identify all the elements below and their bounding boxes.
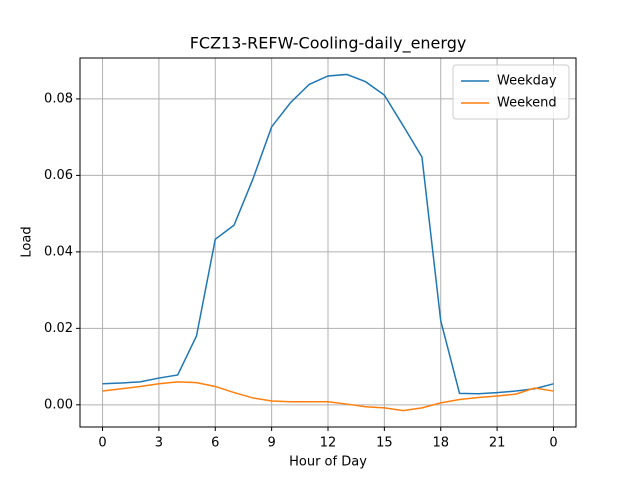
x-tick-label: 21: [489, 436, 506, 451]
line-series: [102, 73, 554, 395]
y-tick-label: 0.00: [44, 397, 73, 412]
plot-frame: [79, 57, 577, 428]
x-tick-label: 3: [155, 436, 163, 451]
x-tick-label: 12: [320, 436, 337, 451]
legend-box: [452, 64, 570, 120]
x-tick-label: 0: [549, 436, 557, 451]
y-tick-label: 0.04: [44, 244, 73, 259]
x-tick-label: 6: [211, 436, 219, 451]
y-tick-label: 0.08: [44, 91, 73, 106]
y-tick-label: 0.06: [44, 168, 73, 183]
line-series: [102, 381, 554, 412]
legend-label: Weekend: [497, 96, 557, 111]
x-tick-label: 18: [432, 436, 449, 451]
x-axis-label: Hour of Day: [289, 455, 367, 470]
chart-title: FCZ13-REFW-Cooling-daily_energy: [190, 34, 467, 54]
legend-label: Weekday: [497, 74, 557, 89]
y-axis-label: Load: [20, 226, 35, 257]
y-tick-label: 0.02: [44, 321, 73, 336]
x-tick-label: 0: [98, 436, 106, 451]
legend: Weekday Weekend: [452, 64, 570, 120]
x-tick-label: 15: [376, 436, 393, 451]
x-tick-label: 9: [267, 436, 275, 451]
